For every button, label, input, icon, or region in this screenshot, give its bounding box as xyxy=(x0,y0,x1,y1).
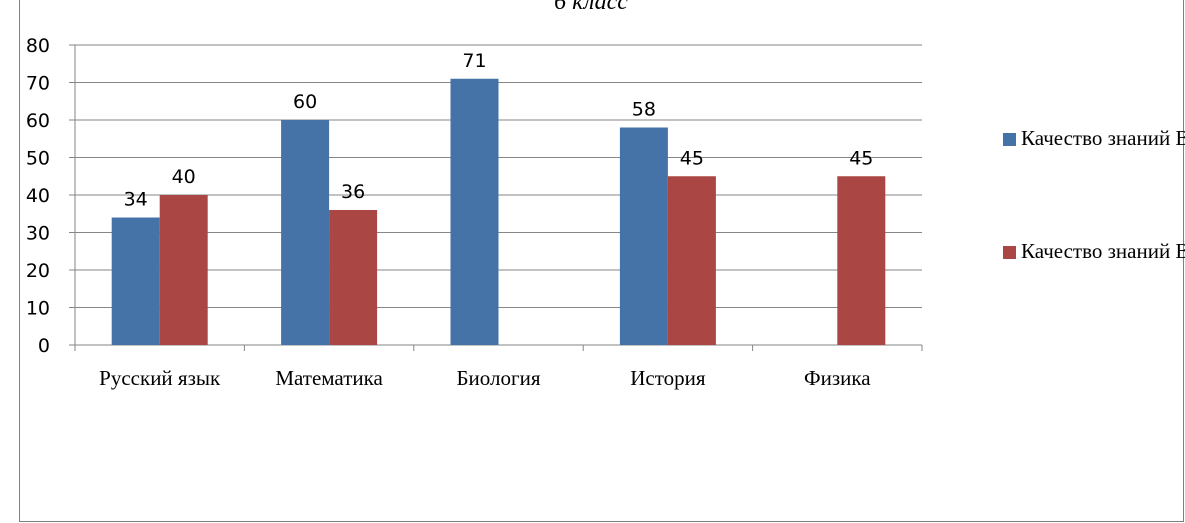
bar xyxy=(111,217,160,345)
y-tick-label: 40 xyxy=(26,185,50,207)
x-tick-label: История xyxy=(630,366,706,390)
legend: Качество знаний ВПР-2021 Качество знаний … xyxy=(1003,126,1185,263)
axes: 0 10 20 30 40 50 60 70 80 Русский язык Математика Б… xyxy=(26,35,923,390)
y-tick-label: 50 xyxy=(26,148,50,170)
y-tick-label: 70 xyxy=(26,73,50,95)
data-label: 71 xyxy=(462,50,486,72)
bar xyxy=(281,120,330,345)
data-label: 45 xyxy=(849,147,873,169)
bar xyxy=(837,176,886,345)
legend-label: Качество знаний ВПР-2022 xyxy=(1021,239,1185,263)
chart-title: 6 класс xyxy=(554,0,628,15)
x-tick-label: Математика xyxy=(275,366,383,390)
x-tick-label: Русский язык xyxy=(99,366,221,390)
x-tick-label: Биология xyxy=(456,366,540,390)
bar xyxy=(450,78,499,345)
data-label: 60 xyxy=(293,91,317,113)
y-tick-label: 10 xyxy=(26,298,50,320)
data-label: 34 xyxy=(124,189,148,211)
data-label: 40 xyxy=(172,166,196,188)
y-tick-label: 80 xyxy=(26,35,50,57)
y-tick-label: 60 xyxy=(26,110,50,132)
bar xyxy=(329,210,378,345)
legend-label: Качество знаний ВПР-2021 xyxy=(1021,126,1185,150)
bars xyxy=(111,78,886,345)
data-label: 45 xyxy=(680,147,704,169)
legend-swatch xyxy=(1003,133,1016,146)
bar xyxy=(619,127,668,345)
y-tick-label: 20 xyxy=(26,260,50,282)
data-label: 36 xyxy=(341,181,365,203)
y-tick-label: 30 xyxy=(26,223,50,245)
y-tick-label: 0 xyxy=(38,335,50,357)
legend-swatch xyxy=(1003,246,1016,259)
bar xyxy=(667,176,716,345)
bar xyxy=(159,195,208,345)
x-tick-label: Физика xyxy=(804,366,871,390)
data-label: 58 xyxy=(632,99,656,121)
data-labels: 34 60 71 58 40 36 45 45 xyxy=(124,50,874,211)
chart-frame xyxy=(19,0,1184,522)
